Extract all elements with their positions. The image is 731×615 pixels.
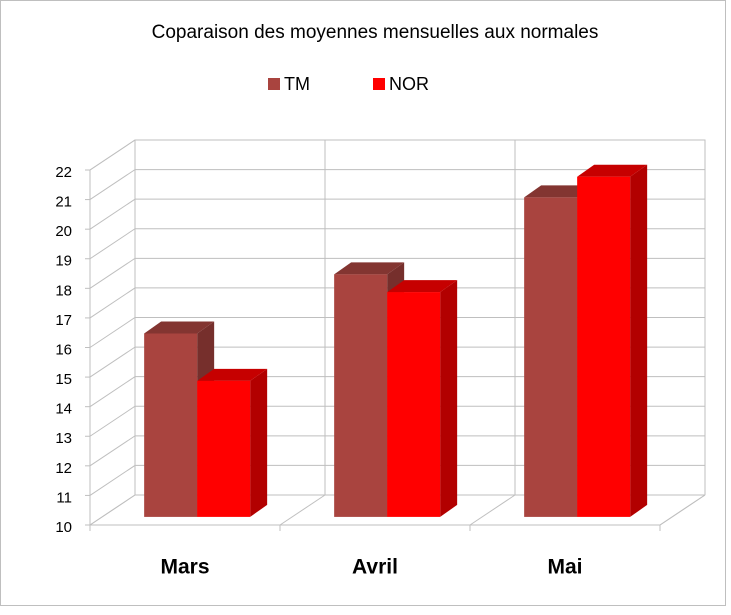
grid-line: [89, 346, 705, 378]
y-tick-label: 22: [55, 164, 72, 181]
category-divider: [279, 494, 326, 526]
category-divider: [469, 494, 516, 526]
x-tick-label: Mars: [160, 556, 209, 579]
grid-line: [89, 435, 705, 467]
grid-line: [89, 287, 705, 319]
bar-top: [387, 280, 458, 293]
y-tick-label: 19: [55, 253, 72, 270]
bar-top: [334, 262, 405, 275]
y-tick-label: 13: [55, 430, 72, 447]
bar-top: [197, 368, 268, 381]
bar-top: [144, 321, 215, 334]
grid-line: [89, 169, 705, 200]
bar: [144, 333, 198, 517]
bar: [334, 274, 388, 517]
y-tick-label: 11: [56, 489, 72, 506]
x-tick-label: Avril: [352, 556, 398, 579]
y-tick-label: 17: [55, 312, 72, 329]
grid-line: [89, 405, 705, 437]
grid-line: [89, 198, 705, 230]
chart-title: Coparaison des moyennes mensuelles aux n…: [152, 22, 599, 43]
bar: [197, 380, 251, 517]
legend-swatch: [373, 78, 385, 90]
y-tick-label: 12: [55, 460, 72, 477]
bar-side: [630, 164, 648, 517]
bar: [524, 197, 578, 517]
y-tick-label: 14: [55, 401, 72, 418]
bar-side: [250, 368, 268, 517]
y-tick-label: 20: [55, 223, 72, 240]
grid-line: [89, 464, 705, 496]
grid-line: [89, 376, 705, 408]
y-tick-label: 16: [55, 341, 72, 358]
legend-label: TM: [284, 74, 310, 94]
legend-swatch: [268, 78, 280, 90]
x-tick-label: Mai: [547, 556, 582, 579]
category-divider: [659, 494, 706, 526]
bar-side: [440, 280, 458, 517]
bar: [577, 176, 631, 517]
grid-line: [89, 228, 705, 260]
bar: [387, 292, 441, 517]
y-tick-label: 18: [55, 282, 72, 299]
y-tick-label: 21: [55, 194, 72, 211]
grid-line: [89, 139, 705, 171]
bar-top: [524, 185, 595, 198]
grid-line: [89, 494, 705, 526]
y-tick-label: 10: [55, 519, 72, 536]
y-tick-label: 15: [55, 371, 72, 388]
legend-label: NOR: [389, 74, 429, 94]
bar-top: [577, 164, 648, 177]
grid-line: [89, 317, 705, 348]
grid-line: [89, 257, 705, 289]
